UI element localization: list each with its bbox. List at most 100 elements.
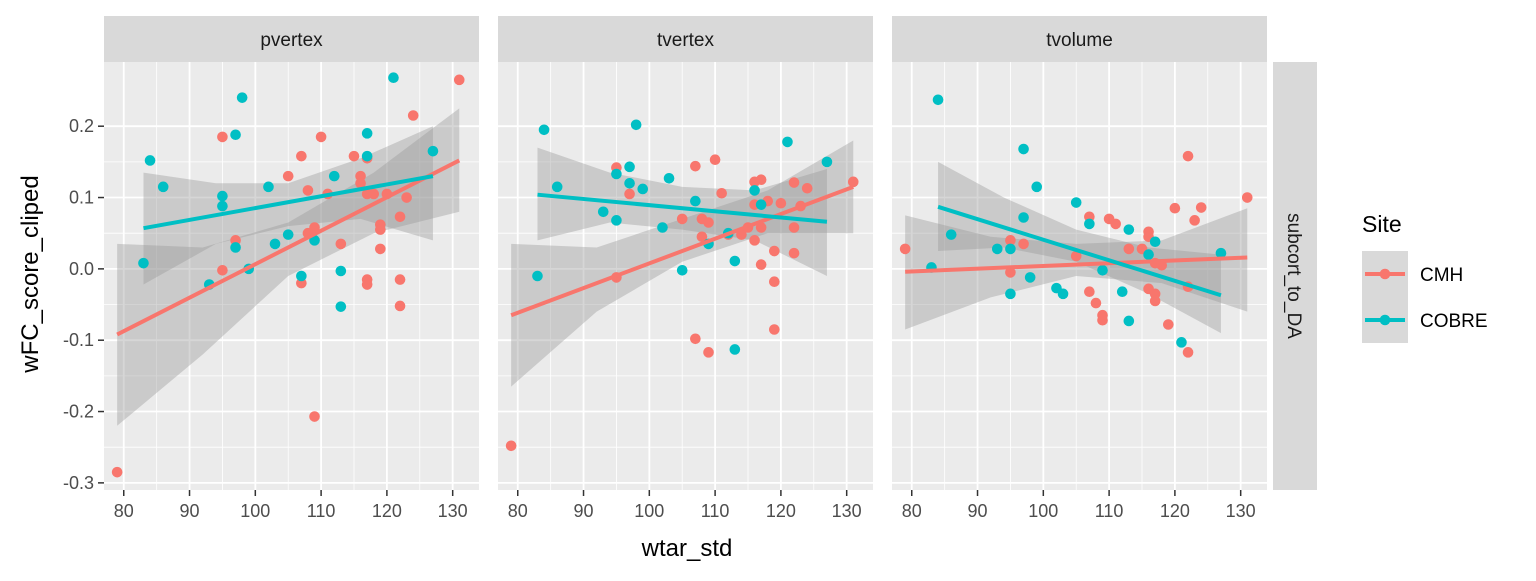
data-point-cmh: [1169, 202, 1181, 214]
data-point-cobre: [217, 190, 228, 202]
y-tick-label: -0.3: [63, 473, 94, 493]
data-point-cobre: [1018, 143, 1029, 155]
legend-key-point: [1379, 314, 1391, 326]
panel-strip: [892, 16, 1267, 62]
data-point-cmh: [1182, 347, 1194, 358]
row-strip-label: subcort_to_DA: [1283, 213, 1304, 339]
data-point-cobre: [282, 229, 294, 240]
legend-key-point: [1379, 268, 1391, 280]
panel-background: [104, 62, 479, 490]
fit-line-cobre: [537, 192, 828, 224]
data-point-cobre: [663, 172, 675, 184]
x-tick-label: 120: [372, 501, 402, 521]
data-point-cmh: [1090, 297, 1102, 309]
data-point-cobre: [230, 242, 241, 253]
axes-group: 80 90 100 110 120 130 80 90 100 110 120 130 80 90 100 1…: [63, 116, 1256, 521]
data-point-cobre: [1005, 288, 1016, 300]
data-point-cmh: [296, 150, 307, 162]
x-tick-label: 110: [701, 501, 730, 521]
data-point-cmh: [769, 276, 780, 288]
x-axis-title: wtar_std: [641, 535, 733, 562]
data-point-cobre: [1116, 286, 1128, 297]
data-point-cobre: [538, 124, 550, 136]
data-point-cmh: [1241, 192, 1253, 203]
y-axis-title: wFC_score_cliped: [17, 175, 44, 373]
data-point-cobre: [729, 344, 741, 355]
data-point-cobre: [388, 72, 399, 83]
data-point-cobre: [296, 270, 307, 282]
data-point-cmh: [749, 235, 760, 246]
data-point-cmh: [709, 154, 721, 166]
data-point-cmh: [1097, 314, 1108, 326]
data-point-cmh: [690, 160, 701, 172]
panel-strip: [498, 16, 873, 62]
data-point-cmh: [361, 279, 373, 290]
y-tick-label: -0.1: [63, 330, 94, 350]
data-point-cmh: [217, 131, 228, 143]
data-point-cobre: [597, 206, 609, 218]
data-point-cobre: [144, 155, 156, 166]
data-point-cmh: [847, 176, 859, 188]
data-point-cmh: [368, 188, 380, 200]
data-point-cmh: [1163, 319, 1174, 330]
data-point-cobre: [1070, 197, 1082, 208]
data-point-cobre: [138, 257, 149, 269]
x-tick-label: 130: [832, 501, 862, 521]
data-point-cmh: [217, 264, 228, 276]
ci-ribbon-cobre: [537, 147, 827, 276]
fit-line-cmh: [116, 158, 461, 337]
y-tick-label: 0.0: [69, 259, 94, 279]
data-point-cobre: [335, 301, 347, 312]
data-point-cobre: [991, 243, 1003, 255]
data-point-cmh: [453, 74, 465, 86]
data-point-cobre: [1018, 212, 1029, 223]
x-tick-label: 100: [240, 501, 270, 521]
data-point-cobre: [427, 145, 439, 157]
data-point-cmh: [394, 274, 406, 285]
x-tick-label: 90: [574, 501, 594, 521]
x-tick-label: 130: [1226, 501, 1256, 521]
row-strip: subcort_to_DA: [1273, 62, 1317, 490]
fit-line-cobre: [143, 174, 434, 231]
data-point-cobre: [611, 215, 622, 226]
fit-line-cmh: [905, 255, 1248, 274]
data-point-cobre: [782, 136, 793, 148]
data-point-cobre: [611, 168, 622, 180]
data-point-cmh: [788, 177, 800, 188]
data-point-cmh: [775, 197, 787, 209]
y-tick-label: 0.2: [69, 116, 94, 136]
data-point-cobre: [821, 156, 833, 168]
x-tick-label: 110: [1095, 501, 1124, 521]
data-point-cmh: [111, 466, 123, 478]
data-point-cobre: [335, 265, 347, 277]
legend: Site CMH COBRE: [1362, 211, 1488, 343]
data-point-cobre: [269, 238, 281, 250]
x-tick-label: 80: [114, 501, 134, 521]
x-tick-label: 100: [1028, 501, 1058, 521]
data-point-cmh: [401, 192, 412, 203]
data-point-cobre: [230, 129, 241, 141]
data-point-cobre: [309, 235, 320, 246]
panel-pvertex: pvertex: [104, 16, 479, 490]
data-point-cmh: [1005, 235, 1016, 246]
data-point-cmh: [1195, 202, 1207, 213]
data-point-cmh: [788, 222, 800, 233]
panel-strip-label: tvolume: [1046, 30, 1113, 51]
panels-group: pvertex tvertex tvolume: [104, 16, 1267, 490]
panel-strip-label: tvertex: [657, 30, 715, 51]
data-point-cmh: [282, 170, 294, 182]
ci-ribbon-cmh: [905, 208, 1248, 330]
data-point-cmh: [788, 247, 800, 259]
data-point-cobre: [263, 181, 274, 193]
data-point-cobre: [945, 229, 957, 240]
data-point-cobre: [630, 119, 642, 131]
data-point-cmh: [755, 259, 767, 270]
data-point-cmh: [348, 150, 360, 162]
fit-line-cobre: [937, 204, 1222, 298]
x-tick-label: 100: [634, 501, 664, 521]
x-tick-label: 90: [180, 501, 200, 521]
x-tick-label: 80: [508, 501, 528, 521]
data-point-cobre: [1097, 264, 1108, 276]
data-point-cmh: [676, 213, 688, 225]
data-point-cobre: [624, 177, 635, 189]
